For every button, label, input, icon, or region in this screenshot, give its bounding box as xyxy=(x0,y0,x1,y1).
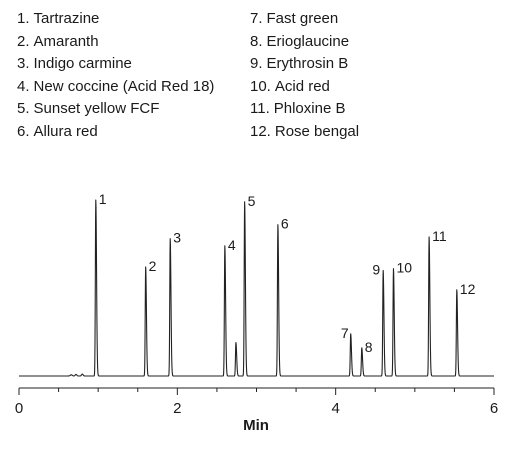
legend-item: 4. New coccine (Acid Red 18) xyxy=(17,78,214,96)
x-tick-label: 6 xyxy=(490,400,498,417)
x-axis: 0 2 4 6 xyxy=(15,387,498,417)
x-axis-title: Min xyxy=(243,417,269,434)
legend-item: 2. Amaranth xyxy=(17,33,99,51)
legend-item-number: 6. xyxy=(17,122,30,140)
peak-label: 6 xyxy=(281,216,289,232)
legend-item: 1. Tartrazine xyxy=(17,10,99,28)
legend-item-name: Indigo carmine xyxy=(33,55,132,72)
legend-item: 10. Acid red xyxy=(250,78,330,96)
peak-label: 2 xyxy=(149,258,157,274)
legend-item: 11. Phloxine B xyxy=(250,100,345,118)
legend-item-name: Tartrazine xyxy=(33,10,100,27)
legend-item-name: Acid red xyxy=(274,77,330,95)
legend-item-number: 12. xyxy=(250,122,271,140)
legend: 1. Tartrazine 2. Amaranth 3. Indigo carmine 4.… xyxy=(0,0,510,150)
peak-label: 4 xyxy=(228,237,236,253)
legend-item-number: 11. xyxy=(250,100,270,117)
legend-item-name: Erythrosin B xyxy=(266,55,349,72)
legend-item-number: 10. xyxy=(250,77,271,95)
legend-item-number: 4. xyxy=(17,77,30,95)
legend-item-name: Phloxine B xyxy=(273,100,346,117)
legend-item: 3. Indigo carmine xyxy=(17,55,132,73)
legend-item: 8. Erioglaucine xyxy=(250,33,349,51)
legend-item-number: 9. xyxy=(250,55,263,72)
legend-item: 6. Allura red xyxy=(17,123,98,141)
chromatogram-trace xyxy=(18,199,495,377)
peak-label: 11 xyxy=(432,228,447,244)
legend-item-name: New coccine (Acid Red 18) xyxy=(33,77,215,95)
legend-item-number: 8. xyxy=(250,32,263,50)
peak-label: 10 xyxy=(396,260,412,276)
legend-item-name: Sunset yellow FCF xyxy=(33,100,160,117)
x-tick-label: 0 xyxy=(15,400,23,417)
legend-item-name: Allura red xyxy=(33,122,98,140)
peak-label: 3 xyxy=(173,230,181,246)
legend-item-name: Erioglaucine xyxy=(266,32,350,50)
legend-item-number: 5. xyxy=(17,100,30,117)
legend-item: 7. Fast green xyxy=(250,10,338,28)
peak-label: 7 xyxy=(341,325,349,341)
legend-item-number: 7. xyxy=(250,10,263,27)
peak-label: 1 xyxy=(99,191,107,207)
legend-item: 9. Erythrosin B xyxy=(250,55,348,73)
peak-label: 5 xyxy=(248,193,256,209)
peak-label: 8 xyxy=(365,339,373,355)
x-tick-label: 2 xyxy=(173,400,181,417)
peak-label: 9 xyxy=(372,261,380,277)
legend-item-name: Rose bengal xyxy=(274,122,360,140)
legend-item-name: Fast green xyxy=(266,10,339,27)
legend-item-number: 1. xyxy=(17,10,30,27)
legend-item-number: 3. xyxy=(17,55,30,72)
x-tick-label: 4 xyxy=(331,400,339,417)
legend-item: 12. Rose bengal xyxy=(250,123,359,141)
legend-item-name: Amaranth xyxy=(33,32,99,50)
legend-item-number: 2. xyxy=(17,32,30,50)
legend-item: 5. Sunset yellow FCF xyxy=(17,100,159,118)
peak-label: 12 xyxy=(460,281,476,297)
